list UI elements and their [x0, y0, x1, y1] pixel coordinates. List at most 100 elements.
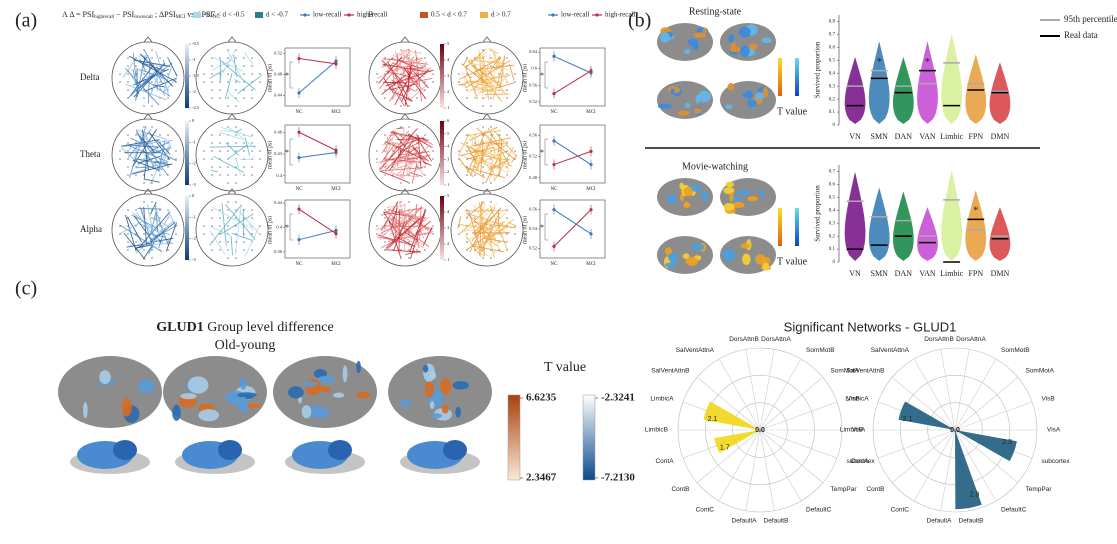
activation: [687, 38, 698, 47]
y-tick-label: 0.2: [829, 97, 836, 102]
y-tick-label: 0: [833, 260, 836, 265]
electrode: [211, 225, 213, 227]
connection: [488, 48, 499, 54]
spoke: [954, 349, 970, 431]
connection: [489, 75, 496, 84]
t-value-label: T value: [544, 360, 586, 375]
x-tick-label: FPN: [968, 132, 983, 141]
y-tick-label: 0.52: [529, 99, 537, 104]
y-tick-label: 0.56: [529, 82, 538, 87]
electrode: [466, 158, 468, 160]
connection: [401, 49, 422, 54]
y-tick-label: 0.2: [829, 234, 836, 239]
electrode: [432, 158, 434, 160]
electrode: [506, 217, 508, 219]
legend-dot: [303, 13, 307, 17]
connection: [132, 68, 140, 95]
connection: [209, 204, 242, 246]
x-tick-label: NC: [551, 110, 559, 115]
x-tick-label: MCI: [586, 110, 596, 115]
series-line: [553, 70, 592, 94]
colorbar: [440, 44, 444, 108]
significance-star: *: [540, 223, 544, 232]
electrode: [416, 166, 418, 168]
connection: [399, 48, 409, 56]
electrode: [151, 257, 153, 259]
connection: [158, 227, 166, 248]
electrode: [243, 81, 245, 83]
network-label: DefaultC: [1001, 506, 1027, 513]
connection: [142, 243, 173, 246]
y-tick-label: 0.44: [274, 200, 283, 205]
electrode: [384, 97, 386, 99]
network-label: VisB: [1041, 395, 1054, 402]
spoke: [759, 429, 824, 483]
series-line: [553, 55, 592, 74]
electrode: [506, 209, 508, 211]
spoke: [718, 429, 761, 502]
colorbar-tick-label: 0: [192, 118, 195, 123]
electrode: [243, 166, 245, 168]
electrode: [243, 57, 245, 59]
head-outline: [195, 193, 269, 267]
colorbar-tick-label: 2: [447, 241, 449, 246]
electrode: [490, 57, 492, 59]
electrode: [211, 150, 213, 152]
activation: [452, 381, 469, 390]
electrode: [219, 225, 221, 227]
electrode: [243, 174, 245, 176]
electrode: [151, 105, 153, 107]
connection: [409, 69, 430, 88]
connection: [132, 53, 137, 77]
electrode: [227, 166, 229, 168]
y-tick-label: 0.6: [829, 45, 836, 50]
electrode: [259, 150, 261, 152]
network-label: ContB: [866, 486, 884, 493]
connection: [378, 56, 403, 84]
activation: [668, 252, 679, 263]
y-tick-label: 0.64: [529, 49, 538, 54]
electrode: [251, 249, 253, 251]
electrode: [135, 233, 137, 235]
connection: [158, 145, 172, 171]
electrode: [466, 217, 468, 219]
connection: [484, 142, 502, 147]
electrode: [159, 57, 161, 59]
connection: [478, 52, 484, 93]
legend-label: 95th percentile: [1064, 14, 1117, 24]
head-plot: [111, 188, 185, 267]
colorbar-tick-label: -2.5: [192, 105, 200, 110]
connection: [457, 133, 470, 156]
electrode: [432, 225, 434, 227]
electrode: [211, 97, 213, 99]
electrode: [167, 57, 169, 59]
activation: [723, 202, 735, 211]
colorbar-tick-label: 4: [447, 144, 450, 149]
electrode: [211, 89, 213, 91]
connection: [467, 167, 505, 178]
point: [297, 130, 301, 134]
electrode: [235, 134, 237, 136]
electrode: [227, 249, 229, 251]
electrode: [514, 81, 516, 83]
network-label: SomMotB: [1001, 347, 1030, 354]
connection: [142, 77, 171, 97]
activation: [731, 201, 745, 209]
connection: [422, 161, 432, 166]
electrode: [211, 174, 213, 176]
y-axis-label: mean of psi: [266, 216, 273, 244]
connection: [221, 127, 253, 138]
activation: [738, 26, 751, 38]
connection: [163, 59, 166, 67]
connection: [478, 218, 494, 240]
connection: [410, 152, 425, 176]
x-tick-label: MCI: [331, 110, 341, 115]
electrode: [203, 150, 205, 152]
connection: [404, 231, 419, 242]
heading: B: [368, 10, 373, 19]
connection: [209, 230, 226, 255]
x-tick-label: NC: [296, 187, 304, 192]
spoke: [759, 401, 838, 431]
network-label: ContC: [891, 506, 910, 513]
y-tick-label: 0.46: [274, 129, 283, 134]
